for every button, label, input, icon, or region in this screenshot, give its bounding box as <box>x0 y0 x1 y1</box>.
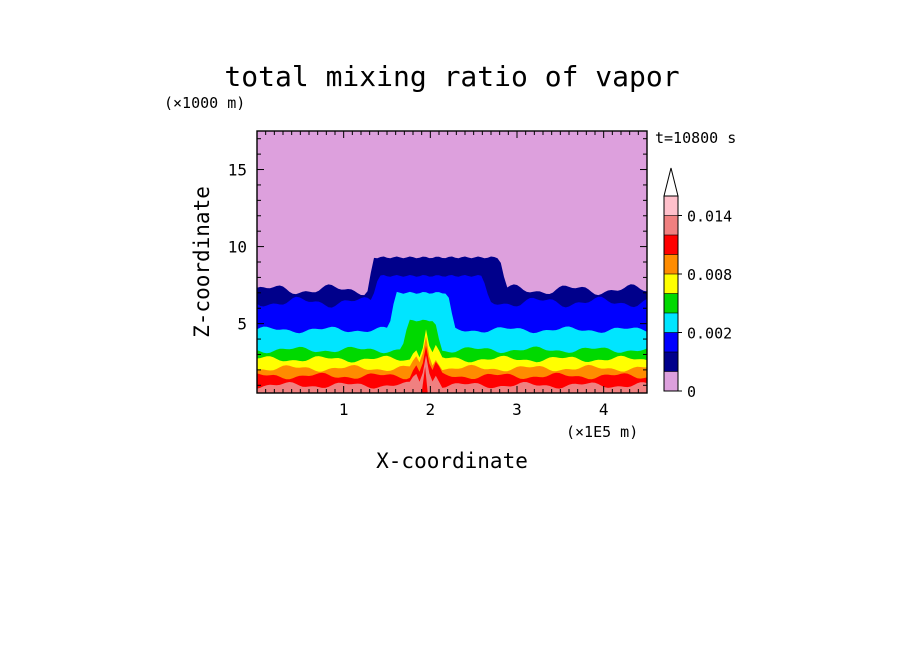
colorbar: 0 0.002 0.008 0.014 <box>663 167 732 401</box>
contour-band-0.014 <box>257 355 647 393</box>
colorbar-band <box>664 371 678 391</box>
colorbar-extend-arrow <box>663 167 679 197</box>
colorbar-tick-label: 0.002 <box>687 325 732 343</box>
colorbar-band <box>664 332 678 352</box>
colorbar-band <box>664 352 678 372</box>
colorbar-band <box>664 235 678 255</box>
x-tick-label: 2 <box>426 400 436 419</box>
chart-title: total mixing ratio of vapor <box>224 60 679 93</box>
plot-axes: 1 2 3 4 5 10 15 <box>228 130 648 419</box>
colorbar-band <box>664 274 678 294</box>
y-tick-label: 15 <box>228 161 247 180</box>
x-unit-label: (×1E5 m) <box>566 423 638 441</box>
colorbar-tick-label: 0 <box>687 383 696 401</box>
colorbar-band <box>664 196 678 216</box>
x-tick-label: 1 <box>339 400 349 419</box>
colorbar-tick-label: 0.008 <box>687 266 732 284</box>
colorbar-band <box>664 313 678 333</box>
x-tick-label: 3 <box>512 400 522 419</box>
contour-band-0.012 <box>257 345 647 393</box>
time-label: t=10800 s <box>655 129 736 147</box>
colorbar-band <box>664 215 678 235</box>
colorbar-band <box>664 254 678 274</box>
colorbar-band <box>664 293 678 313</box>
x-tick-label: 4 <box>599 400 609 419</box>
contour-plot <box>257 131 647 393</box>
y-tick-label: 5 <box>237 315 247 334</box>
y-unit-label: (×1000 m) <box>164 94 245 112</box>
x-axis-label: X-coordinate <box>376 449 528 473</box>
colorbar-tick-label: 0.014 <box>687 208 732 226</box>
y-axis-label: Z-coordinate <box>190 186 214 338</box>
plume-core <box>421 366 428 393</box>
y-tick-label: 10 <box>228 238 247 257</box>
